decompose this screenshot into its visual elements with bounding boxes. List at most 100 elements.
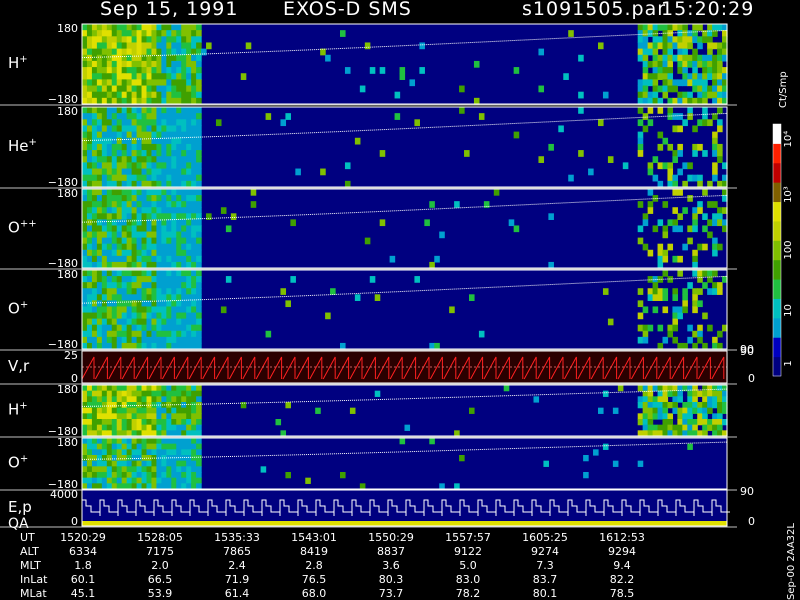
y-axis-max-label: 180 — [57, 383, 78, 396]
spectrogram-cell — [151, 330, 158, 338]
spectrogram-cell — [687, 430, 693, 437]
spectrogram-cell — [563, 73, 569, 80]
spectrogram-cell — [116, 162, 123, 170]
spectrogram-cell — [171, 162, 177, 170]
spectrogram-cell — [161, 97, 167, 105]
spectrogram-cell — [101, 438, 108, 445]
spectrogram-cell — [151, 201, 158, 208]
colorbar-segment — [773, 201, 781, 222]
spectrogram-cell — [82, 73, 88, 80]
spectrogram-cell — [697, 174, 703, 182]
spectrogram-cell — [642, 97, 649, 105]
spectrogram-cell — [682, 79, 688, 87]
spectrogram-cell — [657, 42, 664, 50]
spectrogram-cell — [181, 483, 187, 490]
table-cell: 78.5 — [610, 587, 635, 600]
table-row-label: MLT — [20, 559, 41, 572]
spectrogram-cell — [196, 119, 202, 127]
spectrogram-cell — [722, 73, 728, 80]
spectrogram-cell — [91, 270, 98, 277]
spectrogram-cell — [101, 385, 108, 392]
spectrogram-cell — [101, 189, 108, 196]
spectrogram-cell — [662, 270, 669, 277]
spectrogram-cell — [96, 97, 103, 105]
spectrogram-cell — [166, 477, 172, 484]
spectrogram-cell — [126, 255, 133, 263]
spectrogram-cell — [191, 443, 197, 450]
spectrogram-cell — [181, 430, 187, 437]
spectrogram-cell — [191, 336, 197, 344]
spectrogram-cell — [136, 42, 143, 50]
spectrogram-cell — [171, 36, 177, 44]
spectrogram-cell — [116, 156, 123, 163]
spectrogram-cell — [96, 91, 103, 99]
spectrogram-cell — [116, 402, 123, 409]
spectrogram-cell — [662, 48, 669, 56]
spectrogram-cell — [166, 324, 172, 332]
spectrogram-cell — [151, 255, 158, 263]
spectrogram-cell — [712, 342, 718, 350]
spectrogram-cell — [662, 60, 669, 68]
spectrogram-cell — [647, 91, 654, 99]
spectrogram-cell — [91, 255, 98, 263]
spectrogram-cell — [186, 137, 192, 145]
spectrogram-cell — [151, 225, 158, 233]
spectrogram-cell — [166, 243, 172, 251]
spectrogram-cell — [116, 195, 123, 202]
spectrogram-cell — [171, 60, 177, 68]
spectrogram-cell — [141, 324, 148, 332]
spectrogram-cell — [151, 195, 158, 202]
panel-label: H+ — [8, 54, 28, 72]
spectrogram-cell — [662, 402, 669, 409]
spectrogram-cell — [161, 477, 167, 484]
spectrogram-cell — [181, 385, 187, 392]
spectrogram-cell — [697, 288, 703, 295]
spectrogram-cell — [156, 213, 162, 220]
spectrogram-cell — [121, 225, 128, 233]
spectrogram-cell — [642, 73, 649, 80]
spectrogram-cell — [161, 131, 167, 139]
spectrogram-cell — [637, 54, 644, 62]
spectrogram-cell — [106, 207, 113, 214]
spectrogram-cell — [126, 483, 133, 490]
spectrogram-cell — [111, 294, 118, 301]
spectrogram-cell — [181, 42, 187, 50]
spectrogram-cell — [111, 156, 118, 163]
spectrogram-cell — [191, 195, 197, 202]
spectrogram-cell — [96, 156, 103, 163]
spectrogram-cell — [91, 24, 98, 31]
spectrogram-cell — [82, 168, 88, 176]
spectrogram-cell — [245, 42, 252, 50]
spectrogram-cell — [86, 261, 93, 269]
spectrogram-cell — [82, 390, 88, 397]
spectrogram-cell — [96, 67, 103, 74]
spectrogram-cell — [106, 125, 113, 133]
spectrogram-cell — [146, 168, 153, 176]
spectrogram-cell — [91, 119, 98, 127]
spectrogram-cell — [156, 261, 162, 269]
spectrogram-cell — [196, 213, 202, 220]
spectrogram-cell — [91, 189, 98, 196]
spectrogram-cell — [116, 225, 123, 233]
spectrogram-cell — [121, 270, 128, 277]
spectrogram-cell — [166, 54, 172, 62]
spectrogram-cell — [717, 342, 723, 350]
spectrogram-cell — [156, 54, 162, 62]
spectrogram-cell — [111, 407, 118, 414]
panel-frame — [81, 384, 728, 437]
spectrogram-cell — [166, 36, 172, 44]
spectrogram-cell — [82, 231, 88, 239]
spectrogram-cell — [116, 213, 123, 220]
spectrogram-cell — [116, 143, 123, 151]
spectrogram-cell — [166, 276, 172, 283]
spectrogram-cell — [151, 67, 158, 74]
spectrogram-cell — [96, 276, 103, 283]
spectrogram-cell — [91, 300, 98, 308]
spectrogram-cell — [166, 143, 172, 151]
spectrogram-cell — [186, 407, 192, 414]
spectrogram-cell — [82, 195, 88, 202]
spectrogram-cell — [722, 67, 728, 74]
spectrogram-cell — [717, 60, 723, 68]
spectrogram-cell — [320, 48, 326, 56]
